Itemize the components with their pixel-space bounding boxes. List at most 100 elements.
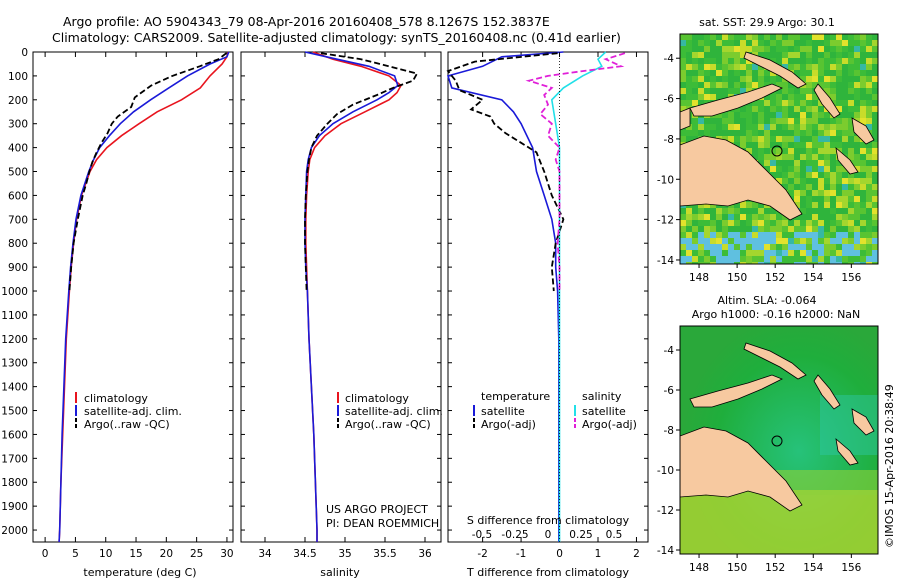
sst-cell [752,220,758,226]
sst-cell [794,232,800,238]
sst-cell [854,256,860,262]
sst-cell [764,166,770,172]
sst-cell [764,160,770,166]
sst-cell [818,238,824,244]
sst-cell [692,52,698,58]
sst-cell [704,208,710,214]
sst-cell [788,154,794,160]
sst-cell [686,250,692,256]
sst-cell [740,208,746,214]
sst-cell [740,136,746,142]
sst-cell [764,148,770,154]
sst-cell [806,196,812,202]
sst-cell [836,40,842,46]
sst-cell [854,34,860,40]
sst-cell [788,190,794,196]
sst-cell [800,46,806,52]
sst-cell [812,238,818,244]
sst-cell [818,166,824,172]
sst-cell [704,40,710,46]
x-tick-label: 25 [190,548,203,560]
sst-cell [824,136,830,142]
sst-cell [800,70,806,76]
sst-cell [710,64,716,70]
sst-cell [722,256,728,262]
sst-cell [812,64,818,70]
sst-cell [710,262,716,264]
sst-cell [848,94,854,100]
sst-cell [752,70,758,76]
sst-cell [764,106,770,112]
sst-cell [854,226,860,232]
sst-cell [830,256,836,262]
sst-cell [734,82,740,88]
sst-cell [848,196,854,202]
sst-cell [848,64,854,70]
sst-cell [830,148,836,154]
figure-title-line2: Climatology: CARS2009. Satellite-adjuste… [52,30,621,45]
sst-cell [680,262,686,264]
sst-cell [770,52,776,58]
sst-cell [692,232,698,238]
sst-cell [872,142,878,148]
sst-cell [746,82,752,88]
sst-cell [812,76,818,82]
sst-cell [692,208,698,214]
sst-cell [794,178,800,184]
sst-cell [848,148,854,154]
sst-cell [824,250,830,256]
sst-cell [722,226,728,232]
sst-cell [842,130,848,136]
sst-cell [734,40,740,46]
salinity-panel-frame [240,51,442,543]
sst-cell [824,244,830,250]
sst-cell [770,142,776,148]
sst-cell [806,106,812,112]
map-y-tick-label: -12 [657,505,674,517]
sst-cell [716,58,722,64]
sst-cell [680,208,686,214]
sst-cell [806,124,812,130]
map-y-tick-label: -14 [657,255,674,267]
series-line-temperature-argo-adj- [446,52,565,292]
sst-cell [746,58,752,64]
sst-cell [830,166,836,172]
sst-cell [692,244,698,250]
sst-cell [824,34,830,40]
sst-cell [830,160,836,166]
sst-cell [830,52,836,58]
sst-cell [680,106,686,112]
sst-cell [794,244,800,250]
sst-cell [824,70,830,76]
sst-cell [806,226,812,232]
sst-cell [776,40,782,46]
sst-cell [770,148,776,154]
sst-cell [800,148,806,154]
sst-cell [740,214,746,220]
sst-cell [770,124,776,130]
sst-cell [842,202,848,208]
sst-cell [818,154,824,160]
sst-cell [752,262,758,264]
sst-cell [800,208,806,214]
sst-cell [788,118,794,124]
sst-cell [818,262,824,264]
sst-cell [764,118,770,124]
sst-cell [860,148,866,154]
sst-cell [854,238,860,244]
sst-cell [830,88,836,94]
sst-cell [818,184,824,190]
sst-cell [848,190,854,196]
sst-cell [848,82,854,88]
sst-cell [728,244,734,250]
sst-cell [728,226,734,232]
sst-cell [848,184,854,190]
sst-cell [722,250,728,256]
sst-cell [740,142,746,148]
sst-cell [758,148,764,154]
sst-cell [782,40,788,46]
sst-cell [806,94,812,100]
new-britain-land [689,83,783,117]
sst-cell [806,214,812,220]
sst-cell [854,76,860,82]
